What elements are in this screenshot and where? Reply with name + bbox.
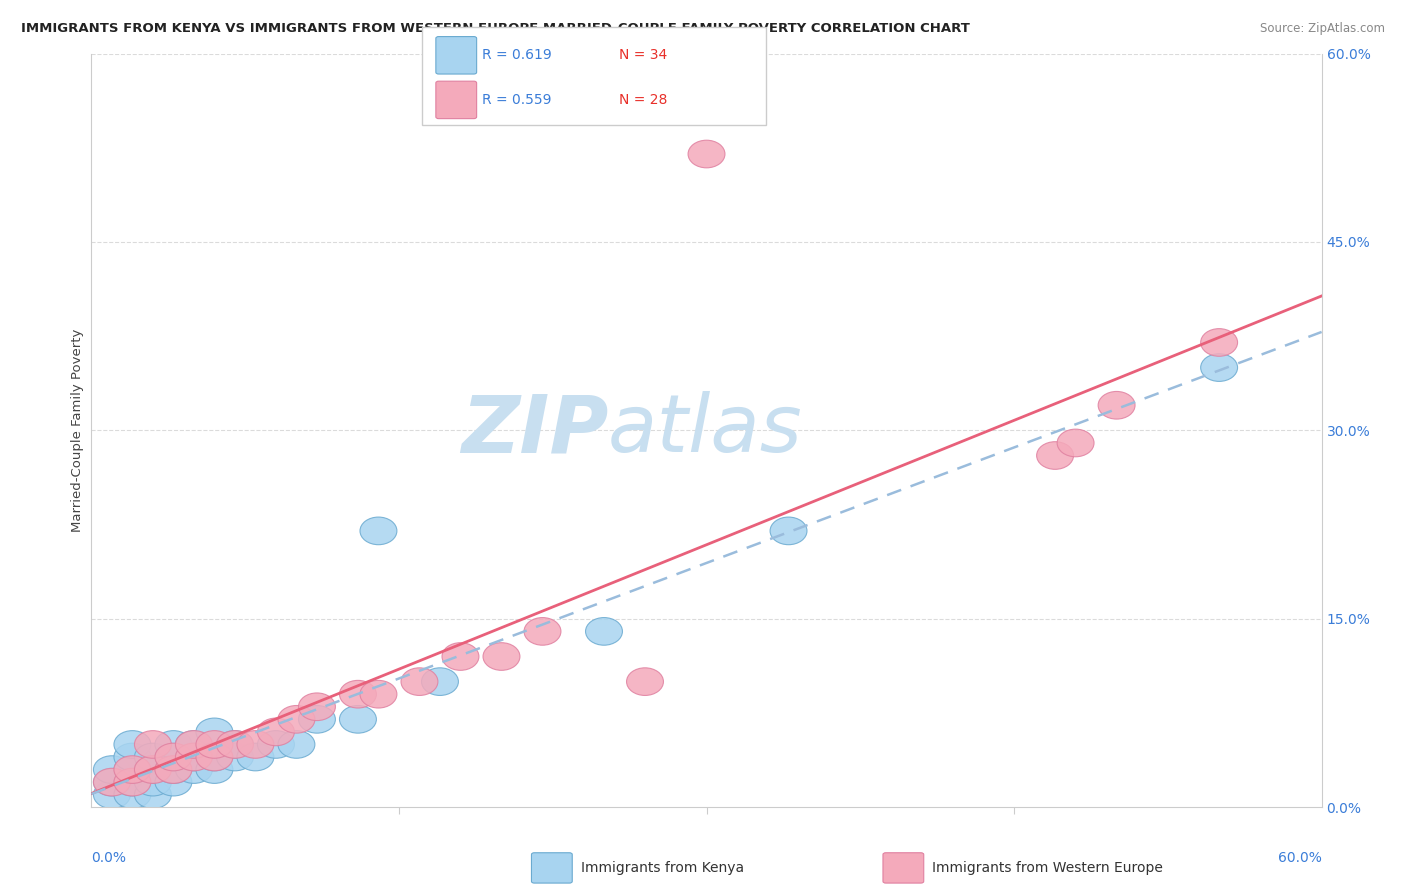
Text: Immigrants from Western Europe: Immigrants from Western Europe [932,861,1163,875]
Ellipse shape [484,643,520,670]
Ellipse shape [298,693,336,721]
Ellipse shape [257,731,294,758]
Ellipse shape [217,731,253,758]
Text: N = 28: N = 28 [619,93,666,107]
Ellipse shape [339,706,377,733]
Ellipse shape [339,681,377,708]
Ellipse shape [135,768,172,796]
Ellipse shape [176,731,212,758]
Ellipse shape [217,731,253,758]
Ellipse shape [195,718,233,746]
Ellipse shape [1098,392,1135,419]
Ellipse shape [422,668,458,696]
Ellipse shape [524,617,561,645]
Ellipse shape [176,756,212,783]
Text: N = 34: N = 34 [619,48,666,62]
Ellipse shape [155,756,191,783]
Ellipse shape [238,731,274,758]
Ellipse shape [195,731,233,758]
Ellipse shape [114,768,150,796]
Ellipse shape [176,731,212,758]
Text: Immigrants from Kenya: Immigrants from Kenya [581,861,744,875]
Ellipse shape [627,668,664,696]
Ellipse shape [360,681,396,708]
Ellipse shape [114,756,150,783]
Ellipse shape [176,743,212,771]
Ellipse shape [195,743,233,771]
Text: Source: ZipAtlas.com: Source: ZipAtlas.com [1260,22,1385,36]
Ellipse shape [238,743,274,771]
Ellipse shape [360,517,396,545]
Text: atlas: atlas [607,392,803,469]
Ellipse shape [93,756,131,783]
Ellipse shape [176,743,212,771]
Ellipse shape [135,731,172,758]
Ellipse shape [298,706,336,733]
Text: 60.0%: 60.0% [1278,851,1322,865]
Ellipse shape [155,743,191,771]
Ellipse shape [155,756,191,783]
Ellipse shape [278,731,315,758]
Ellipse shape [114,756,150,783]
Text: R = 0.559: R = 0.559 [482,93,551,107]
Ellipse shape [1057,429,1094,457]
Text: ZIP: ZIP [461,392,607,469]
Ellipse shape [114,780,150,808]
Text: R = 0.619: R = 0.619 [482,48,553,62]
Y-axis label: Married-Couple Family Poverty: Married-Couple Family Poverty [72,329,84,532]
Ellipse shape [1036,442,1074,469]
Ellipse shape [195,756,233,783]
Ellipse shape [93,768,131,796]
Ellipse shape [278,706,315,733]
Ellipse shape [585,617,623,645]
Text: 0.0%: 0.0% [91,851,127,865]
Ellipse shape [155,743,191,771]
Ellipse shape [401,668,437,696]
Ellipse shape [688,140,725,168]
Ellipse shape [257,718,294,746]
Ellipse shape [217,743,253,771]
Ellipse shape [135,743,172,771]
Ellipse shape [195,743,233,771]
Ellipse shape [155,731,191,758]
Ellipse shape [1201,354,1237,382]
Ellipse shape [135,756,172,783]
Ellipse shape [155,768,191,796]
Ellipse shape [93,780,131,808]
Text: IMMIGRANTS FROM KENYA VS IMMIGRANTS FROM WESTERN EUROPE MARRIED-COUPLE FAMILY PO: IMMIGRANTS FROM KENYA VS IMMIGRANTS FROM… [21,22,970,36]
Ellipse shape [135,756,172,783]
Ellipse shape [114,731,150,758]
Ellipse shape [114,743,150,771]
Ellipse shape [93,768,131,796]
Ellipse shape [770,517,807,545]
Ellipse shape [135,780,172,808]
Ellipse shape [1201,328,1237,356]
Ellipse shape [441,643,479,670]
Ellipse shape [114,768,150,796]
